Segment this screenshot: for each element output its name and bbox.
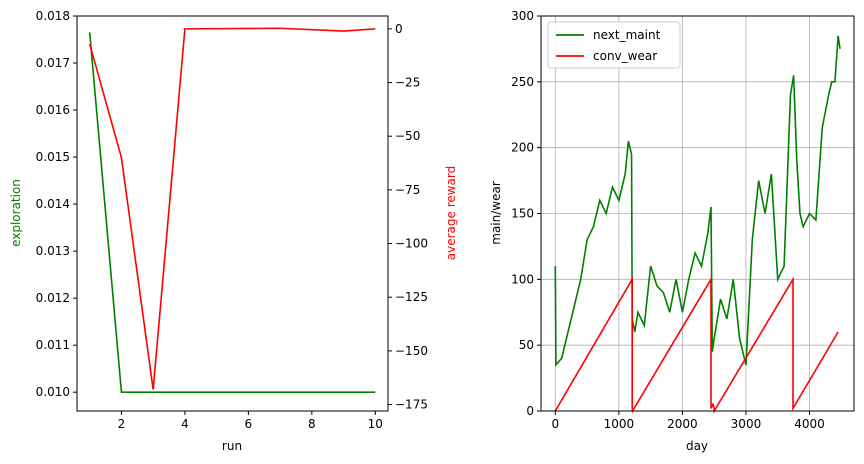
left-y-axis-label: exploration	[9, 179, 23, 247]
left-right-y-ticks: 0 −25 −50 −75 −100 −125 −150 −175	[388, 22, 428, 412]
right-y-tick-label: −175	[395, 398, 428, 412]
left-chart: 2 4 6 8 10 0.0100.0110.0120.0130.0140.0150.0…	[9, 9, 458, 453]
right-y-ticks: 0 50 100 150 200 250 300	[511, 9, 541, 418]
right-y-tick-label: 200	[511, 141, 534, 155]
right-x-ticks: 0 1000 2000 3000 4000	[551, 411, 825, 431]
left-y-tick-label: 0.017	[36, 56, 70, 70]
left-y-tick-label: 0.011	[36, 338, 70, 352]
right-y-tick-label: −125	[395, 290, 428, 304]
right-y-axis-label: average reward	[444, 166, 458, 261]
left-x-tick-label: 6	[245, 417, 253, 431]
right-chart: 0 1000 2000 3000 4000 0 50 100 150 200 250 300 day…	[489, 9, 855, 453]
legend: next_maint conv_wear	[547, 21, 681, 69]
right-x-tick-label: 3000	[731, 417, 762, 431]
right-y-tick-label: 0	[526, 404, 534, 418]
right-x-tick-label: 4000	[794, 417, 825, 431]
right-x-tick-label: 1000	[604, 417, 635, 431]
right-y-tick-label: −150	[395, 344, 428, 358]
right-y-axis-label-main: main/wear	[489, 181, 503, 245]
right-y-tick-label: 300	[511, 9, 534, 23]
left-plot-frame	[76, 15, 389, 412]
right-series-lines	[554, 35, 841, 414]
left-x-ticks: 2 4 6 8 10	[118, 411, 383, 431]
left-series-line-0	[88, 32, 376, 393]
right-series-line-conv_wear	[554, 276, 839, 414]
left-series-line-1	[88, 27, 376, 390]
right-x-axis-label: day	[686, 439, 708, 453]
left-y-tick-label: 0.014	[36, 197, 70, 211]
right-y-tick-label: −25	[395, 76, 420, 90]
right-x-tick-label: 2000	[667, 417, 698, 431]
right-y-tick-label: −50	[395, 129, 420, 143]
left-y-tick-label: 0.010	[36, 385, 70, 399]
right-y-tick-label: 100	[511, 272, 534, 286]
left-y-ticks: 0.010 0.011 0.012 0.013 0.014 0.015 0.016 0.017…	[36, 9, 77, 399]
right-series-line-next_maint	[554, 35, 841, 368]
left-y-tick-label: 0.018	[36, 9, 70, 23]
legend-label-conv-wear: conv_wear	[593, 49, 657, 63]
left-y-tick-label: 0.016	[36, 103, 70, 117]
right-y-tick-label: −100	[395, 237, 428, 251]
right-y-tick-label: 150	[511, 207, 534, 221]
left-y-tick-label: 0.012	[36, 291, 70, 305]
right-grid	[541, 15, 854, 412]
left-x-tick-label: 10	[368, 417, 383, 431]
right-y-tick-label: 50	[519, 338, 534, 352]
right-y-tick-label: 0	[395, 22, 403, 36]
legend-label-next-maint: next_maint	[593, 28, 661, 42]
left-y-tick-label: 0.015	[36, 150, 70, 164]
left-x-tick-label: 2	[118, 417, 126, 431]
right-y-tick-label: −75	[395, 183, 420, 197]
left-y-tick-label: 0.013	[36, 244, 70, 258]
left-x-tick-label: 8	[308, 417, 316, 431]
right-x-tick-label: 0	[551, 417, 559, 431]
left-series-lines	[88, 27, 376, 393]
left-x-tick-label: 4	[181, 417, 189, 431]
left-x-axis-label: run	[222, 439, 242, 453]
right-y-tick-label: 250	[511, 75, 534, 89]
